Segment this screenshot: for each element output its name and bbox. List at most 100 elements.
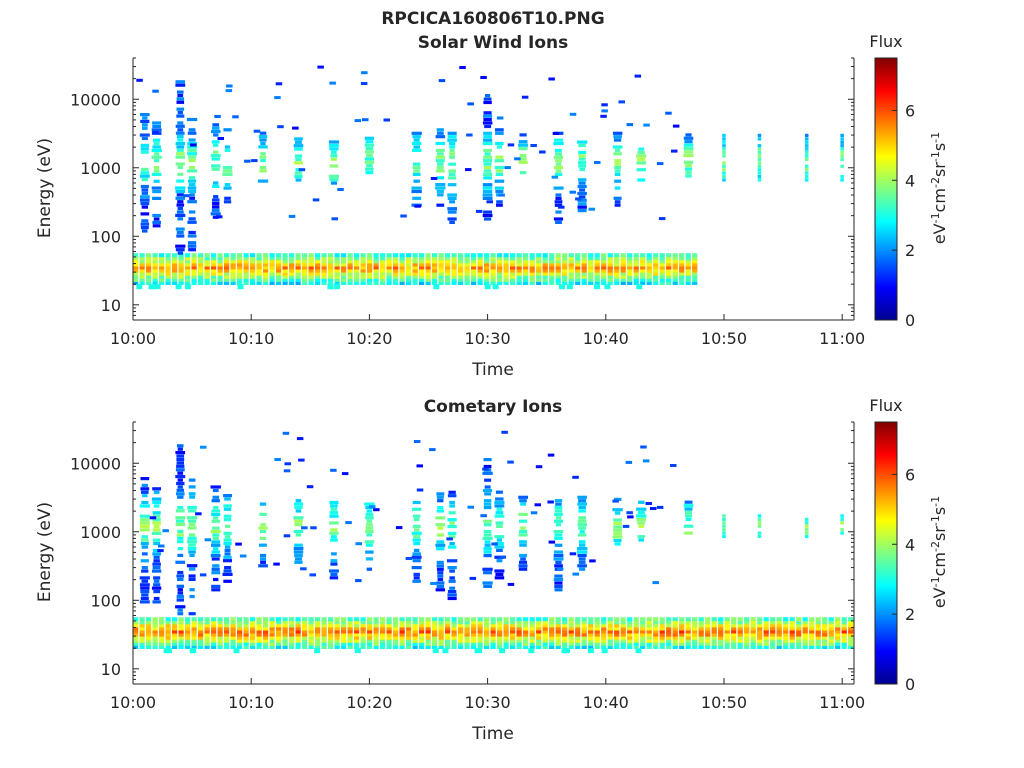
heatmap-cell: [445, 274, 451, 279]
heatmap-cell: [554, 574, 563, 578]
heatmap-cell: [152, 196, 162, 200]
heatmap-cell: [822, 620, 828, 625]
heatmap-cell: [176, 461, 184, 465]
heatmap-cell: [250, 626, 256, 631]
heatmap-cell: [744, 632, 750, 637]
heatmap-cell: [406, 629, 412, 634]
heatmap-cell: [295, 617, 301, 622]
heatmap-cell: [189, 193, 195, 197]
heatmap-cell: [578, 154, 586, 158]
heatmap-cell: [523, 626, 529, 631]
heatmap-cell: [449, 152, 455, 156]
heatmap-cell: [159, 623, 165, 628]
heatmap-cell: [360, 645, 366, 649]
heatmap-cell: [269, 641, 275, 646]
heatmap-cell: [399, 617, 405, 622]
heatmap-cell: [555, 253, 561, 258]
heatmap-cell: [815, 638, 821, 643]
heatmap-cell: [581, 641, 587, 646]
heatmap-cell: [516, 281, 522, 285]
heatmap-cell: [848, 645, 854, 649]
colorbar-tick-label: 6: [905, 465, 915, 484]
heatmap-cell: [519, 499, 527, 503]
heatmap-cell: [483, 169, 492, 173]
heatmap-cell: [490, 271, 496, 276]
heatmap-cell: [189, 495, 195, 499]
heatmap-cell: [436, 165, 444, 170]
heatmap-cell: [153, 555, 160, 559]
y-tick-label: 1000: [80, 159, 121, 178]
heatmap-cell: [302, 277, 308, 282]
heatmap-cell: [430, 582, 437, 585]
heatmap-cell: [757, 147, 762, 151]
heatmap-cell: [373, 259, 379, 264]
heatmap-cell: [294, 523, 303, 527]
heatmap-cell: [518, 143, 528, 147]
heatmap-cell: [633, 626, 639, 631]
heatmap-cell: [477, 271, 483, 276]
heatmap-cell: [315, 274, 321, 279]
heatmap-cell: [497, 274, 503, 279]
heatmap-cell: [848, 632, 854, 637]
heatmap-cell: [510, 277, 516, 282]
heatmap-cell: [341, 629, 347, 634]
heatmap-cell: [679, 641, 685, 646]
heatmap-cell: [354, 119, 362, 123]
heatmap-cell: [802, 635, 808, 640]
heatmap-cell: [562, 629, 568, 634]
heatmap-cell: [321, 281, 327, 285]
heatmap-cell: [282, 265, 288, 270]
heatmap-cell: [329, 531, 339, 535]
heatmap-cell: [140, 559, 149, 563]
heatmap-cell: [329, 514, 339, 518]
heatmap-cell: [529, 259, 535, 264]
heatmap-cell: [321, 277, 327, 282]
heatmap-cell: [503, 617, 509, 622]
heatmap-cell: [133, 265, 139, 270]
heatmap-cell: [724, 626, 730, 631]
heatmap-cell: [627, 623, 633, 628]
heatmap-cell: [139, 623, 145, 628]
heatmap-cell: [419, 629, 425, 634]
heatmap-cell: [294, 519, 303, 523]
heatmap-cell: [362, 118, 369, 122]
heatmap-cell: [158, 544, 165, 548]
heatmap-cell: [217, 638, 223, 643]
heatmap-cell: [840, 517, 844, 521]
heatmap-cell: [321, 253, 327, 258]
heatmap-cell: [659, 635, 665, 640]
heatmap-cell: [412, 165, 421, 170]
heatmap-cell: [520, 526, 526, 530]
heatmap-cell: [191, 629, 197, 634]
heatmap-cell: [547, 500, 554, 504]
heatmap-cell: [666, 281, 672, 285]
heatmap-cell: [188, 183, 196, 187]
heatmap-cell: [577, 550, 588, 554]
heatmap-cell: [497, 638, 503, 643]
heatmap-cell: [334, 274, 340, 279]
heatmap-cell: [587, 648, 594, 654]
heatmap-cell: [263, 281, 269, 285]
heatmap-cell: [588, 271, 594, 276]
heatmap-cell: [216, 215, 223, 219]
heatmap-cell: [213, 181, 219, 185]
heatmap-cell: [152, 265, 158, 270]
heatmap-cell: [204, 277, 210, 282]
heatmap-cell: [577, 202, 587, 206]
heatmap-cell: [217, 253, 223, 258]
heatmap-cell: [406, 645, 412, 649]
heatmap-cell: [445, 617, 451, 622]
heatmap-cell: [172, 645, 178, 649]
heatmap-cell: [223, 569, 232, 573]
heatmap-cell: [289, 645, 295, 649]
heatmap-cell: [601, 259, 607, 264]
heatmap-cell: [796, 626, 802, 631]
heatmap-cell: [176, 234, 185, 238]
heatmap-cell: [757, 151, 762, 155]
heatmap-cell: [329, 147, 339, 151]
heatmap-cell: [718, 641, 724, 646]
heatmap-cell: [186, 564, 198, 568]
heatmap-cell: [329, 164, 339, 168]
heatmap-cell: [425, 262, 431, 267]
heatmap-cell: [529, 617, 535, 622]
